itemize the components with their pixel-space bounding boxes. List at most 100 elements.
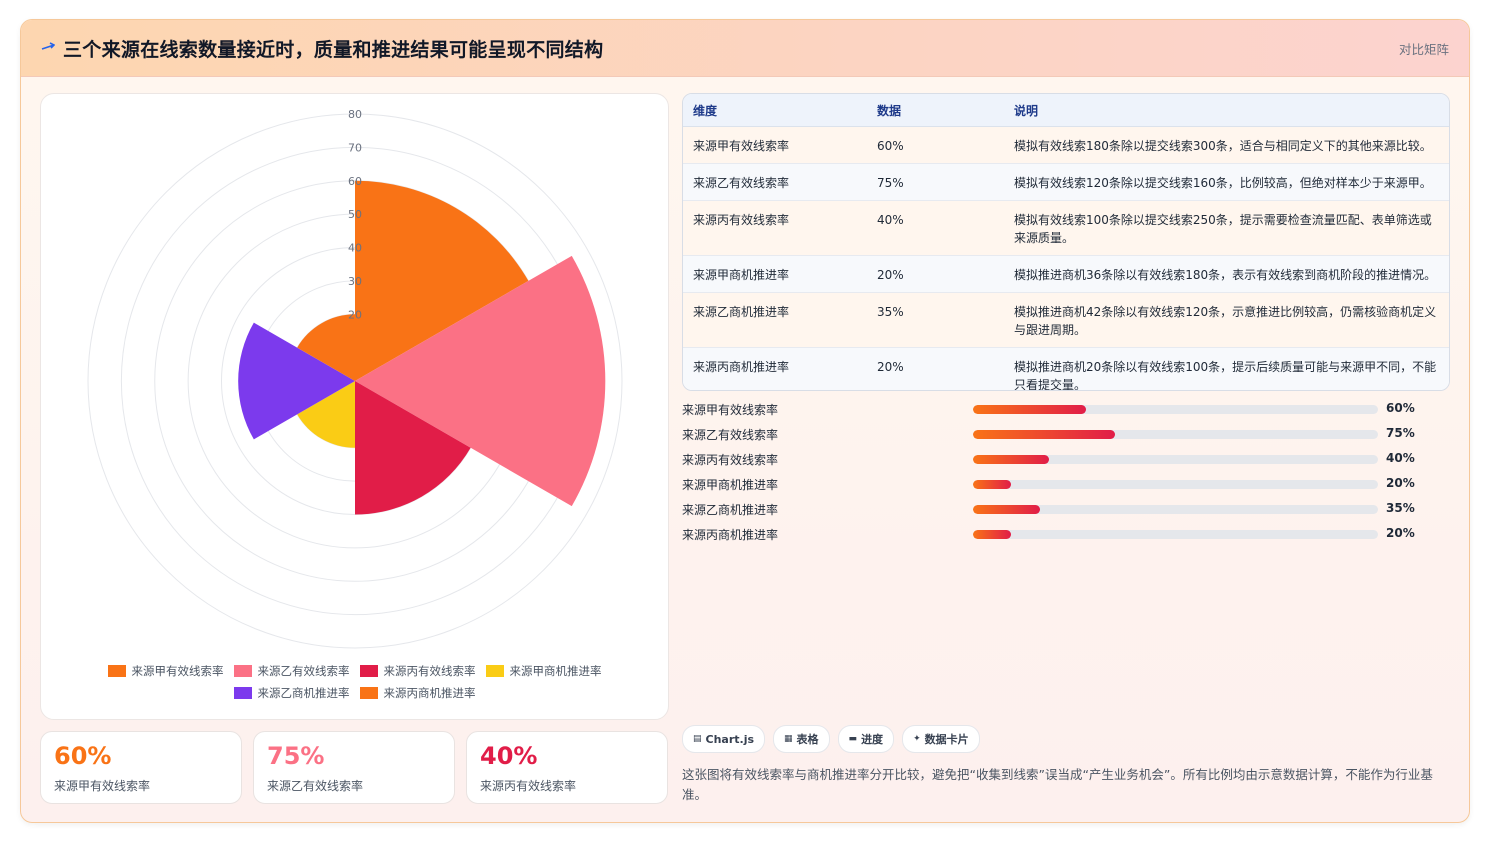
chip-sparkle[interactable]: ✦ 数据卡片	[902, 725, 980, 753]
legend-label: 来源丙有效线索率	[383, 664, 476, 678]
progress-row: 来源乙商机推进率 35%	[682, 501, 1448, 526]
dashboard-card: 三个来源在线索数量接近时，质量和推进结果可能呈现不同结构 对比矩阵 20 30 40…	[20, 19, 1470, 823]
table-cell: 60%	[867, 126, 1004, 164]
table-cell: 模拟推进商机20条除以有效线索100条，提示后续质量可能与来源甲不同，不能只看提…	[1004, 347, 1449, 390]
progress-row: 来源甲商机推进率 20%	[682, 476, 1448, 501]
header-tag: 对比矩阵	[1398, 42, 1449, 57]
table-row: 来源丙商机推进率 20% 模拟推进商机20条除以有效线索100条，提示后续质量可…	[683, 347, 1449, 390]
r-tick-label: 40	[348, 242, 362, 255]
progress-row: 来源乙有效线索率 75%	[682, 426, 1448, 451]
table-cell: 模拟推进商机42条除以有效线索120条，示意推进比例较高，仍需核验商机定义与跟进…	[1004, 292, 1449, 348]
progress-fill	[973, 455, 1050, 464]
table-row: 来源甲有效线索率 60% 模拟有效线索180条除以提交线索300条，适合与相同定…	[683, 126, 1449, 164]
table-header-cell: 数据	[867, 94, 1004, 127]
legend-label: 来源乙有效线索率	[257, 664, 350, 678]
stat-label: 来源丙有效线索率	[480, 779, 577, 793]
r-tick-label: 60	[348, 175, 362, 188]
progress-value: 40%	[1386, 451, 1415, 465]
table-cell: 20%	[867, 347, 1004, 390]
table-cell: 模拟有效线索100条除以提交线索250条，提示需要检查流量匹配、表单筛选或来源质…	[1004, 200, 1449, 256]
table-cell: 来源甲有效线索率	[683, 126, 867, 164]
progress-label: 来源乙有效线索率	[682, 428, 779, 442]
progress-row: 来源丙商机推进率 20%	[682, 526, 1448, 551]
table-cell: 40%	[867, 200, 1004, 256]
polar-segment[interactable]	[355, 180, 529, 381]
progress-label: 来源甲有效线索率	[682, 403, 779, 417]
legend-label: 来源丙商机推进率	[383, 686, 476, 700]
table-cell: 来源乙商机推进率	[683, 292, 867, 348]
legend-item[interactable]: 来源甲商机推进率	[485, 663, 602, 679]
table-cell: 来源丙商机推进率	[683, 347, 867, 390]
table-icon: ▦	[784, 734, 793, 744]
data-table: 维度 数据 说明 来源甲有效线索率 60% 模拟有效线索180条除以提交线索30…	[682, 93, 1450, 391]
legend-label: 来源乙商机推进率	[257, 686, 350, 700]
progress-track	[973, 530, 1378, 539]
r-tick-label: 20	[348, 308, 362, 321]
table-header-cell: 说明	[1004, 94, 1449, 127]
polar-segment[interactable]	[238, 322, 355, 440]
legend-swatch	[107, 665, 126, 677]
chip-label: 进度	[861, 733, 884, 746]
legend-item[interactable]: 来源乙有效线索率	[233, 663, 350, 679]
progress-row: 来源甲有效线索率 60%	[682, 401, 1448, 426]
polar-segment[interactable]	[355, 381, 471, 515]
table-cell: 模拟有效线索120条除以提交线索160条，比例较高，但绝对样本少于来源甲。	[1004, 163, 1449, 201]
progress-fill	[973, 405, 1087, 414]
progress-fill	[973, 430, 1115, 439]
table-header-row: 维度 数据 说明	[683, 94, 1449, 127]
progress-track	[973, 430, 1378, 439]
table-cell: 模拟有效线索180条除以提交线索300条，适合与相同定义下的其他来源比较。	[1004, 126, 1449, 164]
table-row: 来源乙商机推进率 35% 模拟推进商机42条除以有效线索120条，示意推进比例较…	[683, 292, 1449, 348]
chart-legend: 来源甲有效线索率 来源乙有效线索率 来源丙有效线索率 来源甲商机推进率 来源乙商机推进…	[41, 660, 668, 704]
chip-progress[interactable]: ▬ 进度	[837, 725, 895, 753]
stat-label: 来源乙有效线索率	[267, 779, 364, 793]
progress-value: 20%	[1386, 526, 1415, 540]
stat-value: 40%	[480, 742, 538, 770]
chip-label: 数据卡片	[924, 733, 969, 746]
polar-segment[interactable]	[297, 314, 355, 381]
progress-track	[973, 480, 1378, 489]
progress-track	[973, 405, 1378, 414]
legend-swatch	[359, 687, 378, 699]
legend-label: 来源甲有效线索率	[131, 664, 224, 678]
table-header-cell: 维度	[683, 94, 867, 127]
progress-track	[973, 505, 1378, 514]
r-tick-label: 50	[348, 208, 362, 221]
progress-value: 60%	[1386, 401, 1415, 415]
r-tick-label: 70	[348, 141, 362, 154]
legend-swatch	[233, 665, 252, 677]
polar-chart-panel: 20 30 40 50 60 70 80 来源甲有效线索率 来源乙有效线索率 来源丙有效线索率来…	[40, 93, 669, 720]
table-cell: 模拟推进商机36条除以有效线索180条，表示有效线索到商机阶段的推进情况。	[1004, 255, 1449, 293]
progress-label: 来源甲商机推进率	[682, 478, 779, 492]
r-tick-label: 80	[348, 108, 362, 121]
arrow-icon	[41, 42, 55, 50]
chip-chart[interactable]: ▤ Chart.js	[682, 725, 766, 753]
table-cell: 来源甲商机推进率	[683, 255, 867, 293]
stat-label: 来源甲有效线索率	[54, 779, 151, 793]
legend-item[interactable]: 来源丙有效线索率	[359, 663, 476, 679]
stat-value: 60%	[54, 742, 112, 770]
table-cell: 75%	[867, 163, 1004, 201]
legend-item[interactable]: 来源甲有效线索率	[107, 663, 224, 679]
polar-segment[interactable]	[355, 255, 606, 507]
footnote: 这张图将有效线索率与商机推进率分开比较，避免把“收集到线索”误当成“产生业务机会…	[682, 767, 1433, 802]
legend-item[interactable]: 来源乙商机推进率	[233, 685, 350, 701]
progress-fill	[973, 505, 1040, 514]
progress-fill	[973, 480, 1012, 489]
chart-icon: ▤	[693, 734, 702, 744]
stat-card-3: 40% 来源丙有效线索率	[466, 731, 668, 804]
grid-ring	[87, 113, 623, 649]
chip-label: Chart.js	[705, 732, 755, 746]
chip-table[interactable]: ▦ 表格	[773, 725, 830, 753]
legend-label: 来源甲商机推进率	[509, 664, 602, 678]
stat-card-1: 60% 来源甲有效线索率	[40, 731, 242, 804]
table-cell: 35%	[867, 292, 1004, 348]
legend-swatch	[233, 687, 252, 699]
polar-segment[interactable]	[297, 381, 355, 448]
tech-chips: ▤ Chart.js ▦ 表格 ▬ 进度 ✦ 数据卡片	[682, 725, 980, 753]
progress-value: 20%	[1386, 476, 1415, 490]
legend-item[interactable]: 来源丙商机推进率	[359, 685, 476, 701]
r-tick-label: 30	[348, 275, 362, 288]
table-row: 来源甲商机推进率 20% 模拟推进商机36条除以有效线索180条，表示有效线索到…	[683, 255, 1449, 293]
progress-value: 75%	[1386, 426, 1415, 440]
